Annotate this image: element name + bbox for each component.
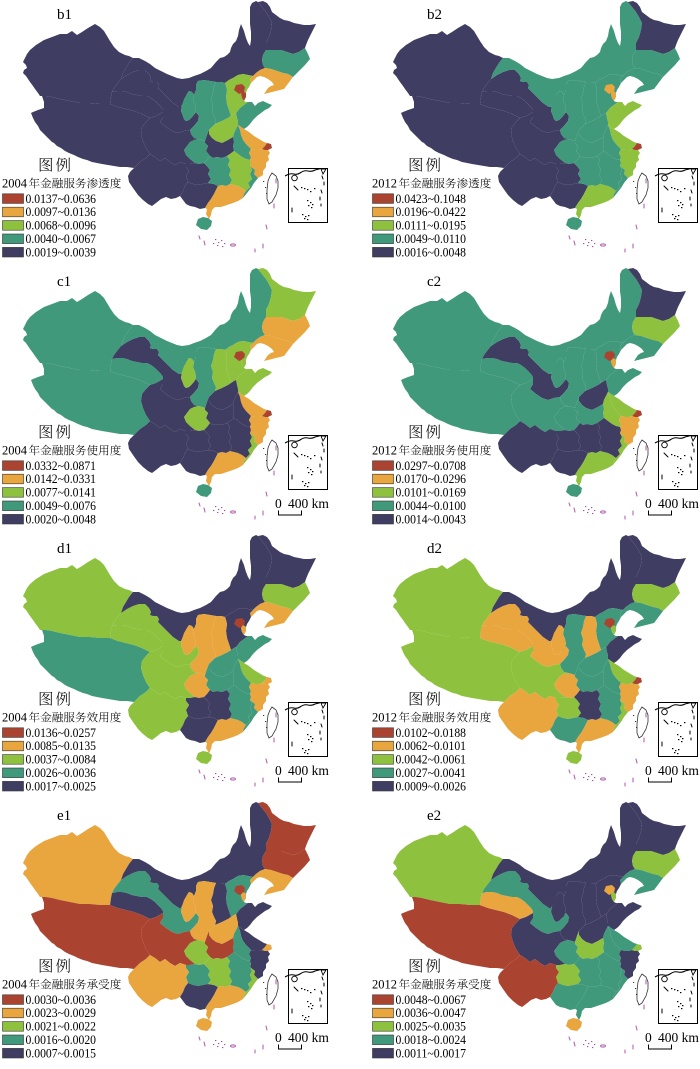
svg-text:0.0136~0.0257: 0.0136~0.0257 [26, 726, 97, 740]
svg-text:0.0016~0.0048: 0.0016~0.0048 [396, 245, 467, 259]
svg-text:b1: b1 [57, 7, 72, 23]
svg-text:2004: 2004 [2, 444, 28, 458]
svg-text:0.0007~0.0015: 0.0007~0.0015 [26, 1046, 97, 1060]
svg-text:2004: 2004 [2, 177, 28, 191]
svg-text:0.0048~0.0067: 0.0048~0.0067 [396, 993, 467, 1007]
svg-text:2004: 2004 [2, 711, 28, 725]
svg-text:0.0025~0.0035: 0.0025~0.0035 [396, 1020, 467, 1034]
svg-text:0: 0 [645, 496, 652, 511]
svg-text:0.0020~0.0048: 0.0020~0.0048 [26, 512, 97, 526]
svg-text:d1: d1 [57, 541, 72, 557]
svg-text:0.0068~0.0096: 0.0068~0.0096 [26, 219, 97, 233]
svg-text:0.0036~0.0047: 0.0036~0.0047 [396, 1006, 467, 1020]
svg-text:0.0021~0.0022: 0.0021~0.0022 [26, 1020, 97, 1034]
svg-text:0.0111~0.0195: 0.0111~0.0195 [396, 219, 467, 233]
svg-text:0: 0 [275, 496, 282, 511]
svg-text:0.0040~0.0067: 0.0040~0.0067 [26, 232, 97, 246]
svg-text:0.0017~0.0025: 0.0017~0.0025 [26, 779, 97, 793]
svg-text:0.0030~0.0036: 0.0030~0.0036 [26, 993, 97, 1007]
svg-text:0.0049~0.0076: 0.0049~0.0076 [26, 499, 97, 513]
svg-text:400 km: 400 km [658, 763, 699, 778]
svg-text:0.0027~0.0041: 0.0027~0.0041 [396, 766, 467, 780]
svg-text:0.0137~0.0636: 0.0137~0.0636 [26, 192, 97, 206]
svg-text:0.0042~0.0061: 0.0042~0.0061 [396, 753, 467, 767]
svg-text:0: 0 [275, 763, 282, 778]
svg-text:400 km: 400 km [288, 496, 329, 511]
svg-text:2004: 2004 [2, 978, 28, 992]
svg-text:0.0142~0.0331: 0.0142~0.0331 [26, 472, 97, 486]
svg-text:0.0097~0.0136: 0.0097~0.0136 [26, 205, 97, 219]
svg-text:0.0077~0.0141: 0.0077~0.0141 [26, 486, 97, 500]
svg-text:0.0062~0.0101: 0.0062~0.0101 [396, 739, 467, 753]
svg-text:0.0026~0.0036: 0.0026~0.0036 [26, 766, 97, 780]
svg-text:0.0011~0.0017: 0.0011~0.0017 [396, 1046, 467, 1060]
svg-text:400 km: 400 km [288, 763, 329, 778]
svg-text:d2: d2 [427, 541, 442, 557]
svg-text:0.0016~0.0020: 0.0016~0.0020 [26, 1033, 97, 1047]
svg-text:0.0019~0.0039: 0.0019~0.0039 [26, 245, 97, 259]
svg-text:0.0023~0.0029: 0.0023~0.0029 [26, 1006, 97, 1020]
svg-text:400 km: 400 km [658, 496, 699, 511]
svg-text:2012: 2012 [372, 177, 397, 191]
svg-text:b2: b2 [427, 7, 442, 23]
svg-text:0.0423~0.1048: 0.0423~0.1048 [396, 192, 467, 206]
svg-text:e1: e1 [57, 808, 71, 824]
svg-text:0.0014~0.0043: 0.0014~0.0043 [396, 512, 467, 526]
svg-text:2012: 2012 [372, 711, 397, 725]
svg-text:0.0170~0.0296: 0.0170~0.0296 [396, 472, 467, 486]
svg-text:0.0037~0.0084: 0.0037~0.0084 [26, 753, 97, 767]
svg-text:0.0085~0.0135: 0.0085~0.0135 [26, 739, 97, 753]
svg-text:0.0297~0.0708: 0.0297~0.0708 [396, 459, 467, 473]
svg-text:0.0332~0.0871: 0.0332~0.0871 [26, 459, 97, 473]
svg-text:0: 0 [645, 763, 652, 778]
svg-text:0.0101~0.0169: 0.0101~0.0169 [396, 486, 467, 500]
svg-text:c1: c1 [57, 274, 71, 290]
svg-text:0.0102~0.0188: 0.0102~0.0188 [396, 726, 467, 740]
svg-text:0: 0 [645, 1030, 652, 1045]
svg-text:c2: c2 [427, 274, 441, 290]
svg-text:0.0018~0.0024: 0.0018~0.0024 [396, 1033, 467, 1047]
svg-text:400 km: 400 km [288, 1030, 329, 1045]
svg-text:2012: 2012 [372, 444, 397, 458]
svg-text:0: 0 [275, 1030, 282, 1045]
svg-text:400 km: 400 km [658, 1030, 699, 1045]
svg-text:0.0044~0.0100: 0.0044~0.0100 [396, 499, 467, 513]
svg-text:0.0049~0.0110: 0.0049~0.0110 [396, 232, 467, 246]
svg-text:2012: 2012 [372, 978, 397, 992]
svg-text:e2: e2 [427, 808, 441, 824]
svg-text:0.0196~0.0422: 0.0196~0.0422 [396, 205, 467, 219]
svg-text:0.0009~0.0026: 0.0009~0.0026 [396, 779, 467, 793]
